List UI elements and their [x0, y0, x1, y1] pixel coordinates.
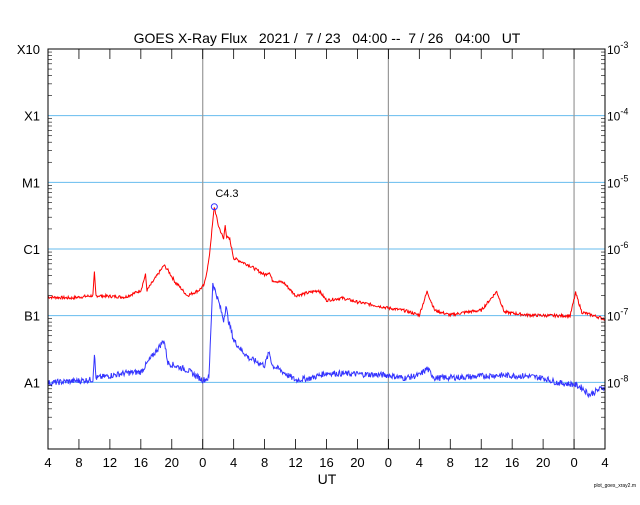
right-axis-label: 10-7: [607, 307, 628, 324]
left-axis-label: X10: [17, 42, 40, 57]
right-axis-label-exponent: -4: [620, 107, 628, 117]
left-axis-label: B1: [24, 309, 40, 324]
axis-labels: X10 10-3X1 10-4M1 10-5C1 10-6B1 10-7A1 10-84 8 1…: [17, 40, 629, 470]
right-axis-label: 10-6: [607, 240, 628, 257]
series-short-wavelength-line: [47, 282, 606, 399]
right-axis-label-base: 10: [607, 43, 621, 57]
x-tick-label: 8: [75, 455, 82, 470]
right-axis-label: 10-5: [607, 173, 628, 190]
right-axis-label-exponent: -3: [620, 40, 628, 50]
x-tick-label: 4: [416, 455, 423, 470]
left-axis-label: A1: [24, 375, 40, 390]
right-axis-label-base: 10: [607, 243, 621, 257]
right-axis-label-exponent: -7: [620, 307, 628, 317]
series-long-wavelength-line: [47, 207, 606, 321]
peak-label: C4.3: [215, 188, 238, 200]
x-tick-label: 8: [261, 455, 268, 470]
series-group: [47, 207, 606, 399]
x-tick-label: 8: [447, 455, 454, 470]
right-axis-label: 10-8: [607, 373, 628, 390]
x-tick-label: 12: [288, 455, 302, 470]
chart-title: GOES X-Ray Flux 2021 / 7 / 23 04:00 -- 7…: [134, 30, 521, 46]
right-axis-label: 10-3: [607, 40, 628, 57]
x-axis-label: UT: [318, 471, 337, 487]
x-tick-label: 12: [474, 455, 488, 470]
footer-caption: plot_goes_xray2.m: [594, 483, 636, 489]
right-axis-label-base: 10: [607, 376, 621, 390]
x-tick-label: 16: [134, 455, 148, 470]
right-axis-label: 10-4: [607, 107, 628, 124]
x-tick-label: 16: [319, 455, 333, 470]
x-tick-label: 20: [536, 455, 550, 470]
left-axis-label: X1: [24, 109, 40, 124]
left-axis-label: C1: [23, 242, 40, 257]
x-tick-label: 4: [601, 455, 608, 470]
x-tick-label: 4: [230, 455, 237, 470]
x-tick-label: 4: [44, 455, 51, 470]
right-axis-label-base: 10: [607, 310, 621, 324]
x-tick-label: 20: [165, 455, 179, 470]
x-tick-label: 0: [570, 455, 577, 470]
left-axis-label: M1: [22, 175, 40, 190]
right-axis-label-exponent: -5: [620, 173, 628, 183]
x-tick-label: 20: [350, 455, 364, 470]
axis-ticks: [47, 49, 606, 449]
right-axis-label-base: 10: [607, 176, 621, 190]
x-tick-label: 0: [385, 455, 392, 470]
x-tick-label: 12: [103, 455, 117, 470]
peak-marker-circle: [210, 203, 218, 211]
right-axis-label-exponent: -6: [620, 240, 628, 250]
flare-annotation: C4.3: [210, 188, 239, 211]
x-tick-label: 16: [505, 455, 519, 470]
x-tick-label: 0: [199, 455, 206, 470]
right-axis-label-exponent: -8: [620, 373, 628, 383]
grid-lines: [48, 49, 605, 449]
right-axis-label-base: 10: [607, 110, 621, 124]
